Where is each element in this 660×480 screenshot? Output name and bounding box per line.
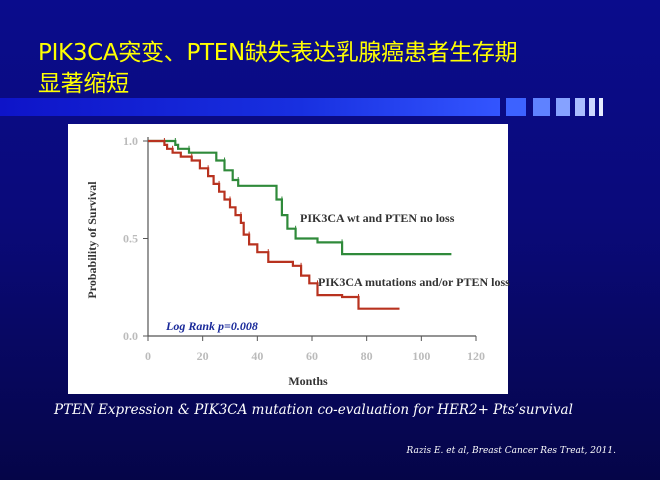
y-tick-label: 0.5 (123, 232, 138, 246)
x-tick-label: 0 (145, 349, 151, 363)
axes (143, 137, 477, 341)
citation: Razis E. et al, Breast Cancer Res Treat,… (406, 446, 616, 456)
slide-title-line-1: PIK3CA突变、PTEN缺失表达乳腺癌患者生存期 (38, 40, 518, 66)
y-tick-label: 0.0 (123, 329, 138, 343)
x-tick-label: 120 (467, 349, 485, 363)
series-line-mutation (148, 139, 400, 310)
kaplan-meier-plot: 0.0 0.5 1.0 0 20 40 60 80 100 120 Probability of … (68, 124, 510, 394)
deco-square-4 (575, 98, 585, 116)
decorative-header-bar (0, 96, 660, 118)
deco-square-2 (533, 98, 550, 116)
deco-square-3 (556, 98, 570, 116)
series-lines (148, 138, 452, 310)
header-gradient-band (0, 98, 500, 116)
plot-background (68, 124, 508, 394)
x-axis-label: Months (288, 374, 328, 388)
slide-title: PIK3CA突变、PTEN缺失表达乳腺癌患者生存期 显著缩短 (38, 38, 638, 100)
y-axis-label: Probability of Survival (85, 181, 99, 299)
x-tick-label: 20 (197, 349, 209, 363)
slide-title-line-2: 显著缩短 (38, 71, 129, 97)
series-label-mutation: PIK3CA mutations and/or PTEN loss (318, 275, 510, 289)
deco-square-1 (506, 98, 526, 116)
series-label-wt: PIK3CA wt and PTEN no loss (300, 211, 455, 225)
x-tick-label: 60 (306, 349, 318, 363)
x-tick-label: 80 (361, 349, 373, 363)
x-tick-label: 100 (412, 349, 430, 363)
y-tick-label: 1.0 (123, 134, 138, 148)
x-tick-label: 40 (251, 349, 263, 363)
log-rank-annotation: Log Rank p=0.008 (165, 319, 258, 333)
deco-square-5 (589, 98, 595, 116)
slide-caption: PTEN Expression & PIK3CA mutation co-eva… (54, 402, 573, 418)
deco-square-6 (599, 98, 603, 116)
survival-chart: 0.0 0.5 1.0 0 20 40 60 80 100 120 Probability of … (0, 118, 660, 408)
tick-labels: 0.0 0.5 1.0 0 20 40 60 80 100 120 (123, 134, 485, 363)
